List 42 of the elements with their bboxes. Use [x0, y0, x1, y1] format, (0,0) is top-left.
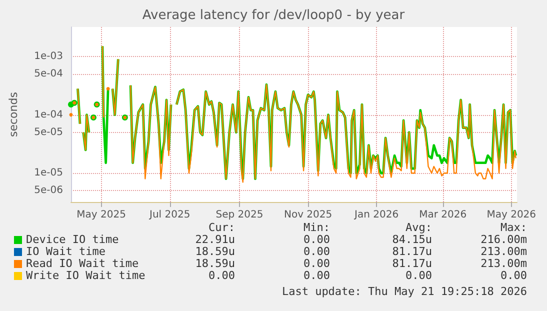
y-tick-label: 5e-05 — [34, 126, 63, 138]
x-tick-label: Nov 2025 — [284, 210, 332, 220]
text: 0.00 — [500, 269, 527, 282]
legend-label: Device IO time — [26, 233, 119, 246]
legend-label: Read IO Wait time — [26, 257, 139, 270]
y-tick-label: 1e-03 — [34, 50, 63, 62]
x-tick-label: Mar 2026 — [419, 210, 467, 220]
text: 81.17u — [392, 257, 432, 270]
chart-title: Average latency for /dev/loop0 - by year — [142, 8, 406, 23]
text: Cur: — [208, 221, 235, 234]
legend-label: IO Wait time — [26, 245, 106, 258]
text: 0.00 — [208, 269, 235, 282]
x-tick-label: May 2026 — [486, 210, 536, 220]
text: 0.00 — [406, 269, 432, 282]
legend-label: Write IO Wait time — [26, 269, 146, 282]
point — [106, 86, 110, 90]
text: Min: — [304, 221, 330, 234]
point — [69, 113, 73, 117]
y-tick-label: 1e-04 — [34, 109, 63, 120]
text: 18.59u — [195, 257, 235, 270]
text: Last update: Thu May 21 19:25:18 2026 — [282, 285, 527, 298]
x-tick-label: Jul 2025 — [148, 210, 190, 220]
text: 0.00 — [304, 257, 330, 270]
text: Avg: — [406, 221, 432, 234]
text: 216.00m — [480, 233, 527, 246]
x-tick-label: Sep 2025 — [216, 210, 264, 220]
y-axis-title: seconds — [7, 92, 20, 137]
text: 0.00 — [304, 233, 330, 246]
text: 84.15u — [392, 233, 432, 246]
text: Max: — [500, 221, 527, 234]
x-tick-label: Jan 2026 — [354, 210, 399, 220]
text: 81.17u — [392, 245, 432, 258]
y-tick-label: 5e-04 — [34, 68, 63, 80]
text: 213.00m — [480, 257, 527, 270]
text: 213.00m — [480, 245, 527, 258]
y-tick-label: 1e-05 — [34, 168, 63, 179]
text: 0.00 — [304, 245, 330, 258]
x-tick-label: May 2025 — [76, 210, 126, 220]
text: 22.91u — [195, 233, 235, 246]
y-tick-label: 5e-06 — [34, 185, 63, 196]
text: 0.00 — [304, 269, 330, 282]
text: 18.59u — [195, 245, 235, 258]
